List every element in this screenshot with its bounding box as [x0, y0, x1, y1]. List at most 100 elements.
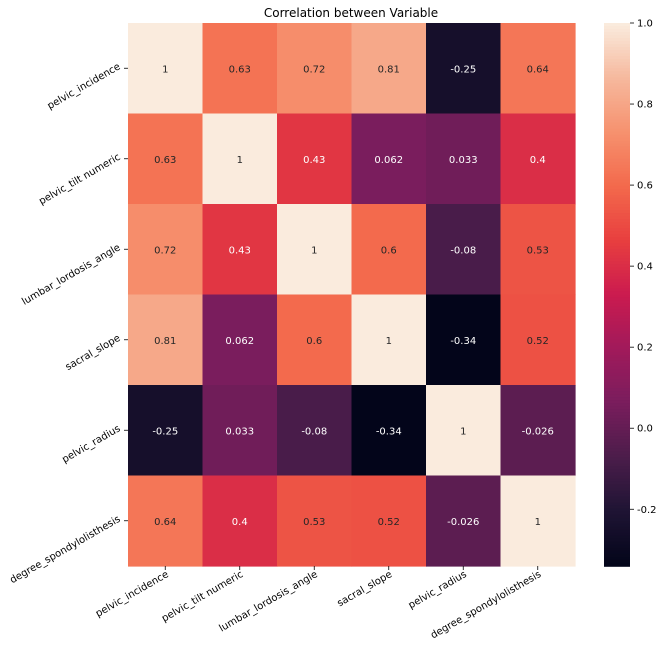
colorbar-segment — [604, 559, 630, 564]
colorbar-tick-label: 0.8 — [637, 100, 653, 111]
cell-value-label: -0.08 — [301, 426, 327, 437]
colorbar-segment — [604, 321, 630, 326]
colorbar-segment — [604, 436, 630, 441]
colorbar-segment — [604, 463, 630, 468]
colorbar-segment — [604, 140, 630, 145]
colorbar-segment — [604, 62, 630, 67]
colorbar-segment — [604, 65, 630, 70]
colorbar-segment — [604, 562, 630, 567]
colorbar-segment — [604, 101, 630, 106]
colorbar-segment — [604, 388, 630, 392]
colorbar-segment — [604, 243, 630, 248]
colorbar-segment — [604, 74, 630, 79]
colorbar-segment — [604, 86, 630, 91]
colorbar-segment — [604, 258, 630, 263]
colorbar-segment — [604, 460, 630, 465]
colorbar-segment — [604, 44, 630, 48]
colorbar-segment — [604, 32, 630, 36]
cell-value-label: 1 — [162, 64, 168, 75]
colorbar-tick-label: 0.2 — [637, 343, 653, 354]
colorbar-segment — [604, 167, 630, 172]
colorbar-segment — [604, 508, 630, 513]
colorbar-segment — [604, 222, 630, 226]
heatmap-cell — [128, 475, 204, 567]
colorbar-segment — [604, 415, 630, 419]
colorbar-segment — [604, 391, 630, 395]
heatmap-cell — [351, 204, 427, 296]
colorbar-segment — [604, 50, 630, 54]
colorbar-segment — [604, 514, 630, 519]
colorbar-segment — [604, 128, 630, 133]
colorbar-segment — [604, 261, 630, 266]
colorbar-segment — [604, 237, 630, 241]
colorbar: 1.0 0.8 0.6 0.4 0.2 0.0 -0.2 — [604, 19, 657, 567]
heatmap-cell — [277, 475, 353, 567]
cell-value-label: 0.63 — [229, 64, 251, 75]
colorbar-segment — [604, 366, 630, 371]
colorbar-segment — [604, 26, 630, 30]
colorbar-segment — [604, 219, 630, 223]
heatmap-cell — [426, 385, 502, 477]
colorbar-segment — [604, 445, 630, 450]
heatmap-cell — [128, 385, 204, 477]
heatmap-annotations: 1 0.63 0.72 0.81 -0.25 0.64 0.63 1 0.43 0.062 0.03… — [152, 64, 554, 528]
colorbar-segment — [604, 161, 630, 166]
heatmap-cell — [202, 385, 278, 477]
colorbar-segment — [604, 216, 630, 220]
colorbar-segment — [604, 270, 630, 275]
heatmap-cell — [277, 23, 353, 115]
colorbar-segment — [604, 294, 630, 299]
colorbar-segment — [604, 210, 630, 214]
colorbar-segment — [604, 502, 630, 507]
colorbar-segment — [604, 194, 630, 199]
colorbar-segment — [604, 23, 630, 27]
cell-value-label: 0.72 — [154, 245, 176, 256]
colorbar-segment — [604, 475, 630, 480]
colorbar-segment — [604, 104, 630, 109]
cell-value-label: 1 — [386, 336, 392, 347]
colorbar-segment — [604, 297, 630, 302]
x-tick-label: pelvic_incidence — [94, 569, 171, 620]
cell-value-label: 0.81 — [378, 64, 400, 75]
colorbar-segment — [604, 535, 630, 540]
cell-value-label: -0.25 — [450, 64, 476, 75]
colorbar-segment — [604, 433, 630, 438]
colorbar-segment — [604, 550, 630, 555]
heatmap-cell — [128, 113, 204, 205]
colorbar-segment — [604, 119, 630, 124]
colorbar-segment — [604, 442, 630, 447]
y-tick-label: pelvic_incidence — [46, 61, 123, 112]
cell-value-label: -0.026 — [447, 517, 479, 528]
cell-value-label: 0.53 — [303, 517, 325, 528]
colorbar-segment — [604, 282, 630, 287]
heatmap-cell — [202, 113, 278, 205]
heatmap-cell — [202, 294, 278, 386]
colorbar-segment — [604, 375, 630, 380]
colorbar-segment — [604, 231, 630, 235]
colorbar-segment — [604, 490, 630, 495]
heatmap-cell — [128, 23, 204, 115]
cell-value-label: 0.81 — [154, 336, 176, 347]
x-tick-label: pelvic_radius — [407, 569, 469, 611]
cell-value-label: -0.34 — [450, 336, 476, 347]
heatmap-cell — [426, 23, 502, 115]
colorbar-segment — [604, 110, 630, 115]
cell-value-label: 0.63 — [154, 155, 176, 166]
colorbar-segment — [604, 409, 630, 413]
colorbar-segment — [604, 427, 630, 432]
colorbar-tick-label: 0.6 — [637, 181, 653, 192]
colorbar-segment — [604, 369, 630, 374]
colorbar-tick-label: 0.0 — [637, 424, 653, 435]
colorbar-segment — [604, 547, 630, 552]
cell-value-label: 0.062 — [374, 155, 403, 166]
heatmap-cells — [128, 23, 576, 567]
cell-value-label: 0.062 — [225, 336, 254, 347]
colorbar-segment — [604, 249, 630, 254]
colorbar-segment — [604, 318, 630, 323]
colorbar-segment — [604, 385, 630, 389]
colorbar-segment — [604, 342, 630, 347]
colorbar-segment — [604, 394, 630, 398]
colorbar-segment — [604, 430, 630, 435]
